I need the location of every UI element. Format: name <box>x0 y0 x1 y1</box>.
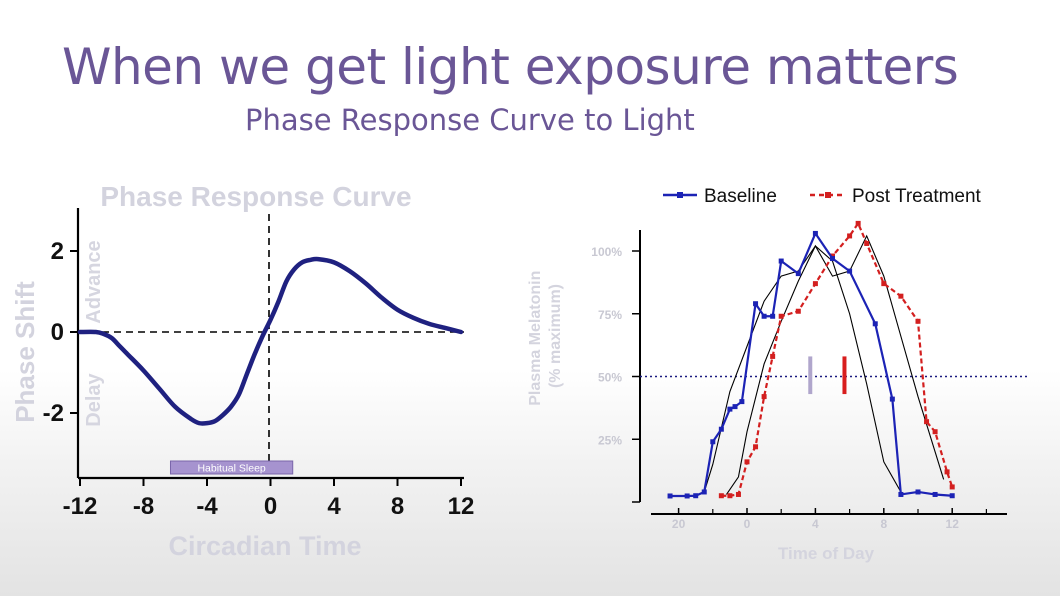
prc-y-tick-label: 0 <box>51 319 64 346</box>
post-treatment-point <box>924 419 930 425</box>
baseline-point <box>667 493 673 499</box>
baseline-point <box>770 313 776 319</box>
baseline-point <box>732 404 738 410</box>
prc-x-tick-label: 8 <box>391 493 404 520</box>
melatonin-x-tick-label: 0 <box>744 517 751 531</box>
slide-subtitle: Phase Response Curve to Light <box>245 103 695 137</box>
legend-post-treatment-marker <box>825 192 831 198</box>
post-treatment-point <box>830 253 835 259</box>
baseline-point <box>830 256 835 262</box>
baseline-point <box>778 258 784 264</box>
melatonin-y-axis-label-line1: Plasma Melatonin <box>527 271 544 406</box>
prc-x-axis-label: Circadian Time <box>168 531 361 561</box>
melatonin-fit-line <box>703 245 902 493</box>
prc-x-tick-label: 0 <box>264 493 277 520</box>
baseline-point <box>872 321 878 327</box>
prc-ticks: -12 -8 -4 0 4 8 12 2 0 -2 <box>43 238 475 520</box>
post-treatment-point <box>881 281 887 287</box>
prc-curve-line <box>77 256 464 426</box>
melatonin-ticks: 20 0 4 8 12 25% 50% 75% 100% <box>591 245 988 531</box>
melatonin-series <box>667 220 955 499</box>
melatonin-y-axis-label-line2: (% maximum) <box>547 284 564 388</box>
prc-advance-label: Advance <box>83 240 105 323</box>
legend-post-treatment-label: Post Treatment <box>852 186 982 207</box>
post-treatment-point <box>770 353 776 359</box>
prc-x-tick-label: -12 <box>63 493 98 520</box>
prc-y-axis-label: Phase Shift <box>10 281 40 423</box>
melatonin-x-tick-label: 12 <box>946 517 960 531</box>
post-treatment-point <box>812 281 818 287</box>
baseline-point <box>701 489 707 495</box>
melatonin-legend: Baseline Post Treatment <box>663 186 982 207</box>
post-treatment-point <box>795 308 801 314</box>
prc-x-tick-label: 4 <box>327 493 341 520</box>
post-treatment-point <box>932 429 938 435</box>
post-treatment-point <box>847 233 853 239</box>
baseline-point <box>898 491 904 497</box>
baseline-point <box>753 301 759 307</box>
prc-series <box>77 256 464 426</box>
melatonin-y-tick-label: 100% <box>591 245 622 259</box>
melatonin-y-tick-label: 75% <box>598 308 622 322</box>
baseline-point <box>761 313 767 319</box>
post-treatment-point <box>744 459 750 465</box>
baseline-point <box>889 396 895 402</box>
legend-baseline-label: Baseline <box>704 186 777 207</box>
post-treatment-point <box>727 493 733 499</box>
baseline-point <box>727 406 733 412</box>
melatonin-x-tick-label: 20 <box>672 517 686 531</box>
post-treatment-point <box>944 469 950 475</box>
post-treatment-point <box>753 444 759 450</box>
melatonin-x-tick-label: 4 <box>812 517 819 531</box>
post-treatment-line <box>721 222 954 497</box>
post-treatment-point <box>778 313 784 319</box>
slide-title: When we get light exposure matters <box>62 38 959 96</box>
baseline-point <box>915 489 921 495</box>
melatonin-fit-line <box>726 234 945 495</box>
prc-x-tick-label: -4 <box>196 493 218 520</box>
prc-y-tick-label: 2 <box>51 238 64 265</box>
baseline-point <box>684 493 690 499</box>
prc-delay-label: Delay <box>83 372 105 426</box>
baseline-point <box>949 493 955 499</box>
habitual-sleep-label: Habitual Sleep <box>197 463 265 475</box>
baseline-point <box>693 493 699 499</box>
baseline-point <box>812 230 818 236</box>
habitual-sleep-band <box>169 460 294 475</box>
baseline-point <box>710 439 716 445</box>
legend-baseline-marker <box>677 192 683 198</box>
melatonin-y-axis-label: Plasma Melatonin (% maximum) <box>527 266 564 406</box>
prc-x-tick-label: -8 <box>133 493 154 520</box>
melatonin-x-axis-label: Time of Day <box>778 544 875 563</box>
melatonin-markers <box>808 356 847 395</box>
post-treatment-point <box>864 240 870 246</box>
post-treatment-point <box>915 318 921 324</box>
baseline-point <box>795 271 801 277</box>
prc-x-tick-label: 12 <box>448 493 475 520</box>
post-treatment-point <box>949 484 955 490</box>
prc-y-tick-label: -2 <box>43 400 64 427</box>
baseline-point <box>932 491 938 497</box>
post-treatment-point <box>898 293 904 299</box>
post-treatment-point <box>735 491 741 497</box>
melatonin-x-tick-label: 8 <box>880 517 887 531</box>
baseline-point <box>739 399 745 405</box>
melatonin-y-tick-label: 25% <box>598 433 622 447</box>
baseline-point <box>847 268 853 274</box>
post-treatment-point <box>761 394 767 400</box>
prc-title: Phase Response Curve <box>100 181 411 212</box>
melatonin-y-tick-label: 50% <box>598 371 622 385</box>
post-treatment-point <box>718 493 724 499</box>
baseline-point <box>718 426 724 432</box>
post-treatment-point <box>855 220 861 226</box>
